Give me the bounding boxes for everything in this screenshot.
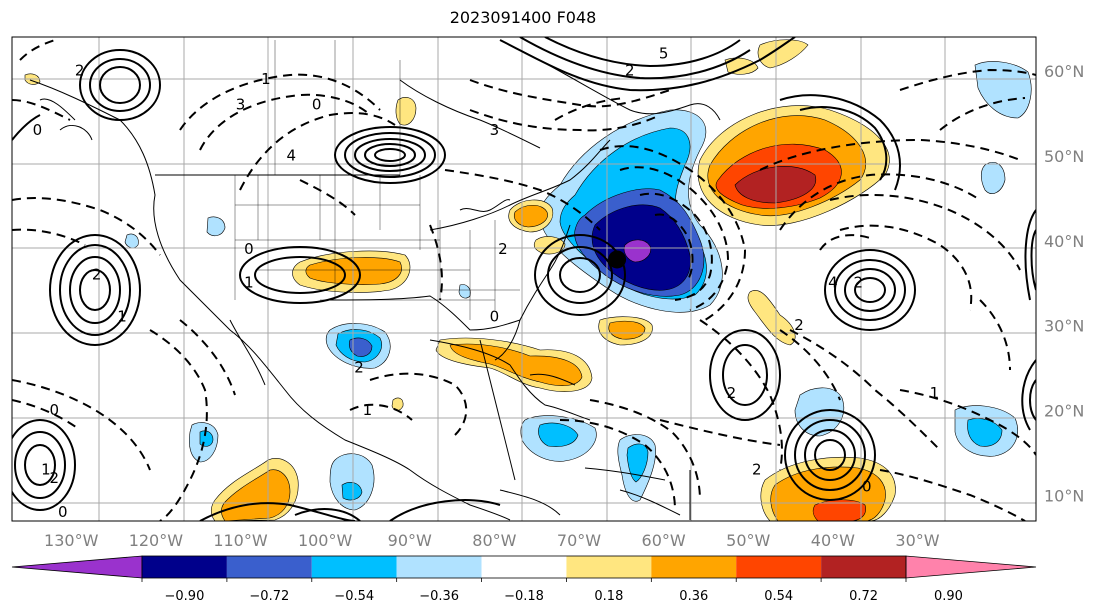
colorbar-label: −0.18 [504,589,544,604]
contour-label: 1 [363,401,373,419]
contour-label: 2 [794,316,804,334]
colorbar-label: 0.90 [934,589,963,604]
latitude-label: 20°N [1044,402,1084,421]
contour-label: 0 [58,503,68,521]
contour-label: 1 [261,70,271,88]
colorbar-segment [651,556,737,578]
colorbar-label: −0.54 [334,589,374,604]
colorbar-labels: −0.90 −0.72 −0.54 −0.36 −0.18 0.18 0.36 0.54 0.7… [165,589,963,604]
contour-label: 0 [312,95,322,113]
contour-label: 4 [286,146,296,164]
longitude-labels: 130°W 120°W 110°W 100°W 90°W 80°W 70°W 60°W 50°W… [44,531,940,550]
colorbar-segment [226,556,312,578]
grid-lines [12,37,1036,521]
contour-label: 5 [659,44,669,62]
longitude-label: 100°W [298,531,353,550]
longitude-label: 80°W [472,531,516,550]
longitude-label: 50°W [726,531,770,550]
colorbar-segment [481,556,567,578]
contour-label: 1 [244,274,254,292]
colorbar-label: −0.36 [419,589,459,604]
contour-label: 0 [33,121,43,139]
contour-label: 2 [354,359,364,377]
contour-label: 1 [930,384,940,402]
contour-label: 2 [75,61,85,79]
colorbar-label: −0.72 [249,589,289,604]
colorbar-outline [141,555,907,579]
colorbar-label: 0.54 [764,589,793,604]
colorbar-segment [736,556,822,578]
colorbar-extend-low [11,555,143,579]
contour-label: 0 [244,240,254,258]
contour-label: 1 [117,308,127,326]
contour-label: 2 [727,384,737,402]
colorbar-segment [566,556,652,578]
longitude-label: 130°W [44,531,99,550]
map-frame [11,36,1037,522]
latitude-labels: 10°N 20°N 30°N 40°N 50°N 60°N [1044,62,1084,506]
contour-label: 3 [236,95,246,113]
contour-label: 4 [828,274,838,292]
contour-lines-dashed [12,39,1036,521]
longitude-label: 70°W [557,531,601,550]
colorbar [11,555,1037,582]
shaded-field [24,39,1032,521]
contour-lines [12,37,1036,521]
colorbar-label: −0.90 [165,589,205,604]
contour-label: 2 [854,274,864,292]
map-background [12,37,1036,521]
colorbar-segment [311,556,397,578]
longitude-label: 110°W [213,531,268,550]
latitude-label: 50°N [1044,147,1084,166]
contour-label: 3 [490,121,500,139]
longitude-label: 40°W [811,531,855,550]
latitude-label: 10°N [1044,487,1084,506]
colorbar-segment [396,556,482,578]
colorbar-label: 0.18 [594,589,623,604]
coastlines [29,49,721,521]
colorbar-segment [142,556,227,578]
latitude-label: 60°N [1044,62,1084,81]
map-title: 2023091400 F048 [449,8,597,27]
contour-label: 0 [862,478,872,496]
storm-center-marker [608,250,627,269]
contour-label: 0 [50,401,60,419]
colorbar-segment [821,556,906,578]
colorbar-extend-high [905,555,1037,579]
contour-label: 2 [92,265,102,283]
longitude-label: 90°W [388,531,432,550]
contour-label: 2 [752,461,762,479]
colorbar-label: 0.72 [849,589,878,604]
contour-label: 2 [625,61,635,79]
longitude-label: 60°W [642,531,686,550]
latitude-label: 40°N [1044,232,1084,251]
contour-label: 2 [50,469,60,487]
longitude-label: 30°W [895,531,939,550]
contour-label: 0 [490,308,500,326]
contour-label: 1 [41,461,51,479]
latitude-label: 30°N [1044,317,1084,336]
contour-label: 2 [498,240,508,258]
colorbar-label: 0.36 [679,589,708,604]
longitude-label: 120°W [129,531,184,550]
